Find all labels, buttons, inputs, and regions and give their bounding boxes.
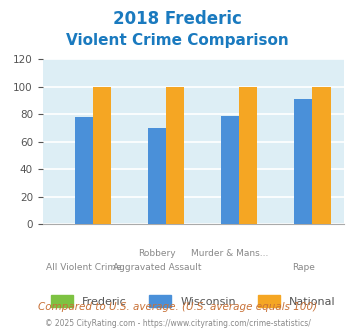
Text: © 2025 CityRating.com - https://www.cityrating.com/crime-statistics/: © 2025 CityRating.com - https://www.city… <box>45 319 310 328</box>
Text: Murder & Mans...: Murder & Mans... <box>191 249 269 258</box>
Bar <box>93 87 111 224</box>
Bar <box>148 128 166 224</box>
Bar <box>312 87 331 224</box>
Bar <box>294 99 312 224</box>
Text: Compared to U.S. average. (U.S. average equals 100): Compared to U.S. average. (U.S. average … <box>38 302 317 312</box>
Legend: Frederic, Wisconsin, National: Frederic, Wisconsin, National <box>47 291 340 311</box>
Text: Aggravated Assault: Aggravated Assault <box>113 263 201 272</box>
Text: 2018 Frederic: 2018 Frederic <box>113 10 242 28</box>
Bar <box>75 117 93 224</box>
Bar <box>166 87 184 224</box>
Bar <box>239 87 257 224</box>
Text: Violent Crime Comparison: Violent Crime Comparison <box>66 33 289 48</box>
Text: All Violent Crime: All Violent Crime <box>46 263 122 272</box>
Text: Rape: Rape <box>292 263 315 272</box>
Text: Robbery: Robbery <box>138 249 176 258</box>
Bar <box>221 116 239 224</box>
